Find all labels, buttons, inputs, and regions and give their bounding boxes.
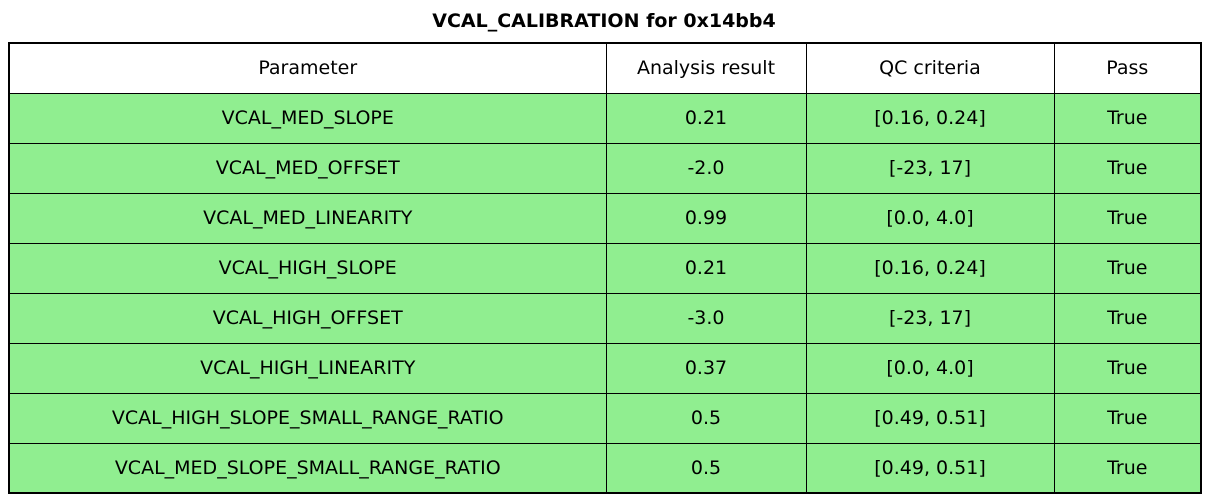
- cell-qc-criteria: [-23, 17]: [805, 142, 1055, 194]
- table-row: VCAL_MED_SLOPE_SMALL_RANGE_RATIO 0.5 [0.…: [8, 442, 1202, 494]
- cell-pass: True: [1053, 392, 1202, 444]
- table-row: VCAL_HIGH_LINEARITY 0.37 [0.0, 4.0] True: [8, 342, 1202, 394]
- cell-qc-criteria: [0.0, 4.0]: [805, 342, 1055, 394]
- cell-analysis-result: 0.99: [605, 192, 807, 244]
- cell-parameter: VCAL_HIGH_LINEARITY: [8, 342, 607, 394]
- cell-pass: True: [1053, 442, 1202, 494]
- cell-parameter: VCAL_MED_OFFSET: [8, 142, 607, 194]
- cell-analysis-result: 0.37: [605, 342, 807, 394]
- cell-analysis-result: -3.0: [605, 292, 807, 344]
- cell-pass: True: [1053, 192, 1202, 244]
- header-row: Parameter Analysis result QC criteria Pa…: [8, 42, 1202, 94]
- cell-qc-criteria: [0.16, 0.24]: [805, 92, 1055, 144]
- table-row: VCAL_MED_LINEARITY 0.99 [0.0, 4.0] True: [8, 192, 1202, 244]
- cell-parameter: VCAL_MED_SLOPE_SMALL_RANGE_RATIO: [8, 442, 607, 494]
- page-title: VCAL_CALIBRATION for 0x14bb4: [432, 10, 776, 32]
- table-row: VCAL_MED_OFFSET -2.0 [-23, 17] True: [8, 142, 1202, 194]
- cell-pass: True: [1053, 242, 1202, 294]
- table-row: VCAL_HIGH_SLOPE_SMALL_RANGE_RATIO 0.5 [0…: [8, 392, 1202, 444]
- column-header-parameter: Parameter: [8, 42, 607, 94]
- qc-results-table: Parameter Analysis result QC criteria Pa…: [8, 42, 1202, 494]
- cell-analysis-result: -2.0: [605, 142, 807, 194]
- cell-analysis-result: 0.21: [605, 242, 807, 294]
- table-row: VCAL_HIGH_OFFSET -3.0 [-23, 17] True: [8, 292, 1202, 344]
- cell-parameter: VCAL_HIGH_OFFSET: [8, 292, 607, 344]
- cell-qc-criteria: [-23, 17]: [805, 292, 1055, 344]
- cell-pass: True: [1053, 142, 1202, 194]
- cell-parameter: VCAL_HIGH_SLOPE: [8, 242, 607, 294]
- column-header-analysis-result: Analysis result: [605, 42, 807, 94]
- table-row: VCAL_HIGH_SLOPE 0.21 [0.16, 0.24] True: [8, 242, 1202, 294]
- table-row: VCAL_MED_SLOPE 0.21 [0.16, 0.24] True: [8, 92, 1202, 144]
- cell-pass: True: [1053, 342, 1202, 394]
- cell-qc-criteria: [0.49, 0.51]: [805, 442, 1055, 494]
- cell-pass: True: [1053, 292, 1202, 344]
- cell-analysis-result: 0.5: [605, 392, 807, 444]
- cell-parameter: VCAL_MED_SLOPE: [8, 92, 607, 144]
- column-header-qc-criteria: QC criteria: [805, 42, 1055, 94]
- cell-qc-criteria: [0.49, 0.51]: [805, 392, 1055, 444]
- qc-table-body: VCAL_MED_SLOPE 0.21 [0.16, 0.24] True VC…: [8, 92, 1202, 494]
- cell-pass: True: [1053, 92, 1202, 144]
- cell-parameter: VCAL_MED_LINEARITY: [8, 192, 607, 244]
- cell-qc-criteria: [0.0, 4.0]: [805, 192, 1055, 244]
- column-header-pass: Pass: [1053, 42, 1202, 94]
- qc-table-header: Parameter Analysis result QC criteria Pa…: [8, 42, 1202, 94]
- cell-qc-criteria: [0.16, 0.24]: [805, 242, 1055, 294]
- cell-parameter: VCAL_HIGH_SLOPE_SMALL_RANGE_RATIO: [8, 392, 607, 444]
- cell-analysis-result: 0.21: [605, 92, 807, 144]
- cell-analysis-result: 0.5: [605, 442, 807, 494]
